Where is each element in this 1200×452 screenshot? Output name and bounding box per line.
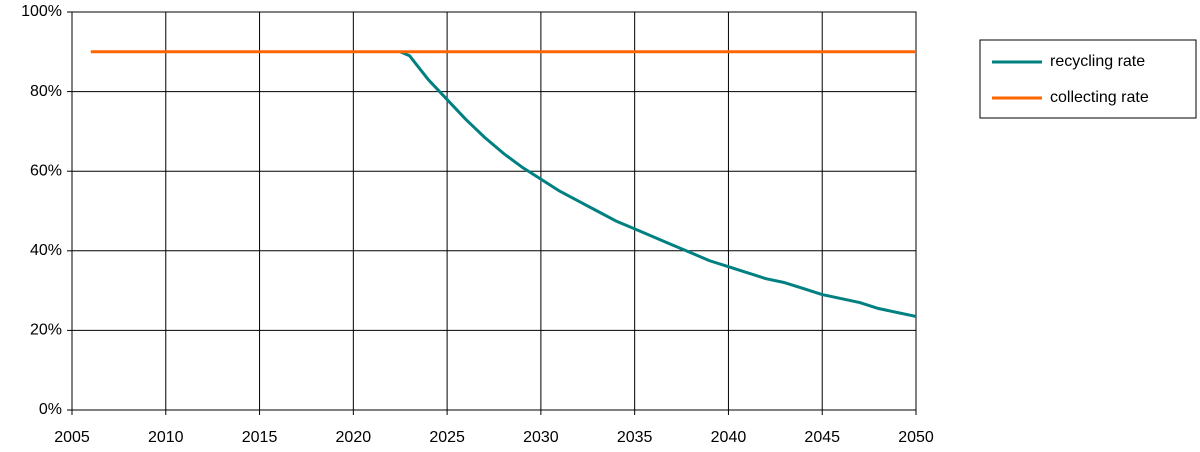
y-tick-label: 20% <box>30 322 62 339</box>
legend-label: collecting rate <box>1050 89 1149 106</box>
x-tick-label: 2040 <box>711 429 747 446</box>
x-tick-label: 2005 <box>54 429 90 446</box>
y-tick-label: 60% <box>30 162 62 179</box>
legend-label: recycling rate <box>1050 53 1145 70</box>
y-tick-label: 0% <box>39 401 62 418</box>
x-tick-label: 2010 <box>148 429 184 446</box>
y-tick-label: 100% <box>21 3 62 20</box>
x-tick-label: 2020 <box>336 429 372 446</box>
y-tick-label: 40% <box>30 242 62 259</box>
x-tick-label: 2025 <box>429 429 465 446</box>
legend-box <box>979 39 1197 119</box>
series-line <box>399 50 917 318</box>
plot-area <box>71 11 917 411</box>
x-tick-label: 2035 <box>617 429 653 446</box>
y-tick-label: 80% <box>30 83 62 100</box>
x-tick-label: 2045 <box>804 429 840 446</box>
x-tick-label: 2030 <box>523 429 559 446</box>
x-tick-label: 2015 <box>242 429 278 446</box>
x-tick-label: 2050 <box>898 429 934 446</box>
